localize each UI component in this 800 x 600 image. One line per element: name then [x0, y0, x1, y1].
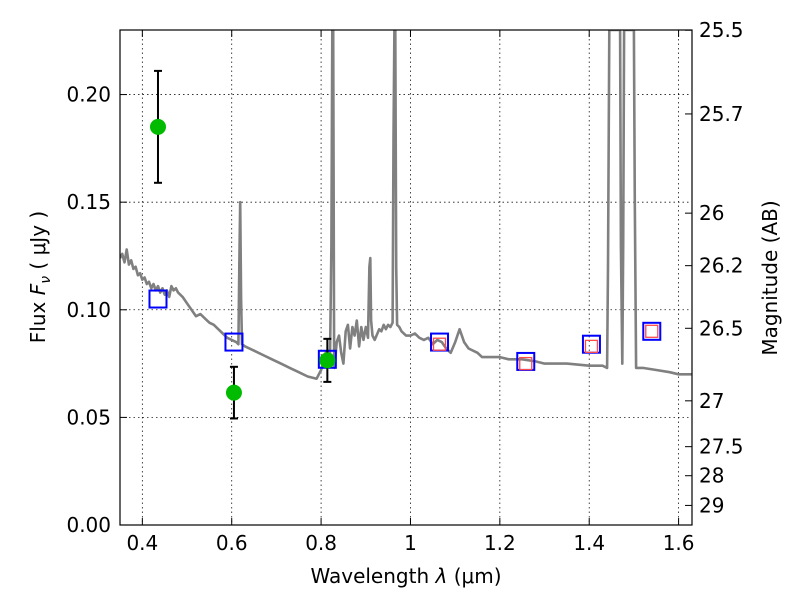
model-photometry-square: [224, 332, 244, 352]
plot-area: [120, 30, 692, 420]
synthetic-photometry-square: [519, 356, 533, 371]
x-tick-label: 0.8: [305, 531, 337, 555]
x-tick-label: 1.6: [663, 531, 695, 555]
x-tick-label: 0.6: [216, 531, 248, 555]
observed-data-point: [149, 118, 166, 135]
synthetic-photometry-square: [432, 337, 447, 351]
y-tick-label: 0.10: [66, 298, 111, 322]
y2-tick-label: 28: [699, 464, 724, 488]
x-axis-title: Wavelength λ (μm): [310, 564, 501, 588]
synthetic-photometry-square: [645, 324, 659, 338]
x-tick-label: 0.4: [126, 531, 158, 555]
spectrum-line: [120, 30, 692, 380]
plot-frame: [119, 29, 693, 526]
y-tick-label: 0.00: [66, 513, 111, 537]
y2-tick-label: 25.7: [699, 102, 744, 126]
model-photometry-square: [642, 321, 662, 341]
grid-lines: [120, 30, 692, 526]
observed-data-point: [319, 352, 336, 369]
y2-tick-label: 25.5: [699, 18, 744, 42]
x-tick-label: 1.2: [484, 531, 516, 555]
y-tick-label: 0.20: [66, 83, 111, 107]
y2-axis-title: Magnitude (AB): [758, 200, 782, 355]
axis-ticks: 0.4 0.6 0.8 1 1.2 1.4 1.6 0.00 0.05 0.10 0.15 0.20 2…: [66, 18, 743, 555]
observed-data-point: [225, 384, 242, 401]
model-photometry-square: [148, 289, 168, 309]
y-tick-label: 0.15: [66, 190, 111, 214]
x-tick-label: 1: [404, 531, 417, 555]
y-tick-label: 0.05: [66, 405, 111, 429]
y-axis-title: Flux Fν ( μJy ): [26, 211, 54, 343]
y2-tick-label: 26.2: [699, 254, 744, 278]
y2-tick-label: 26: [699, 201, 724, 225]
synthetic-photometry-square: [584, 339, 599, 354]
x-tick-label: 1.4: [573, 531, 605, 555]
y2-tick-label: 26.5: [699, 316, 744, 340]
y2-tick-label: 27.5: [699, 435, 744, 459]
y2-tick-label: 29: [699, 493, 724, 517]
y2-tick-label: 27: [699, 389, 724, 413]
